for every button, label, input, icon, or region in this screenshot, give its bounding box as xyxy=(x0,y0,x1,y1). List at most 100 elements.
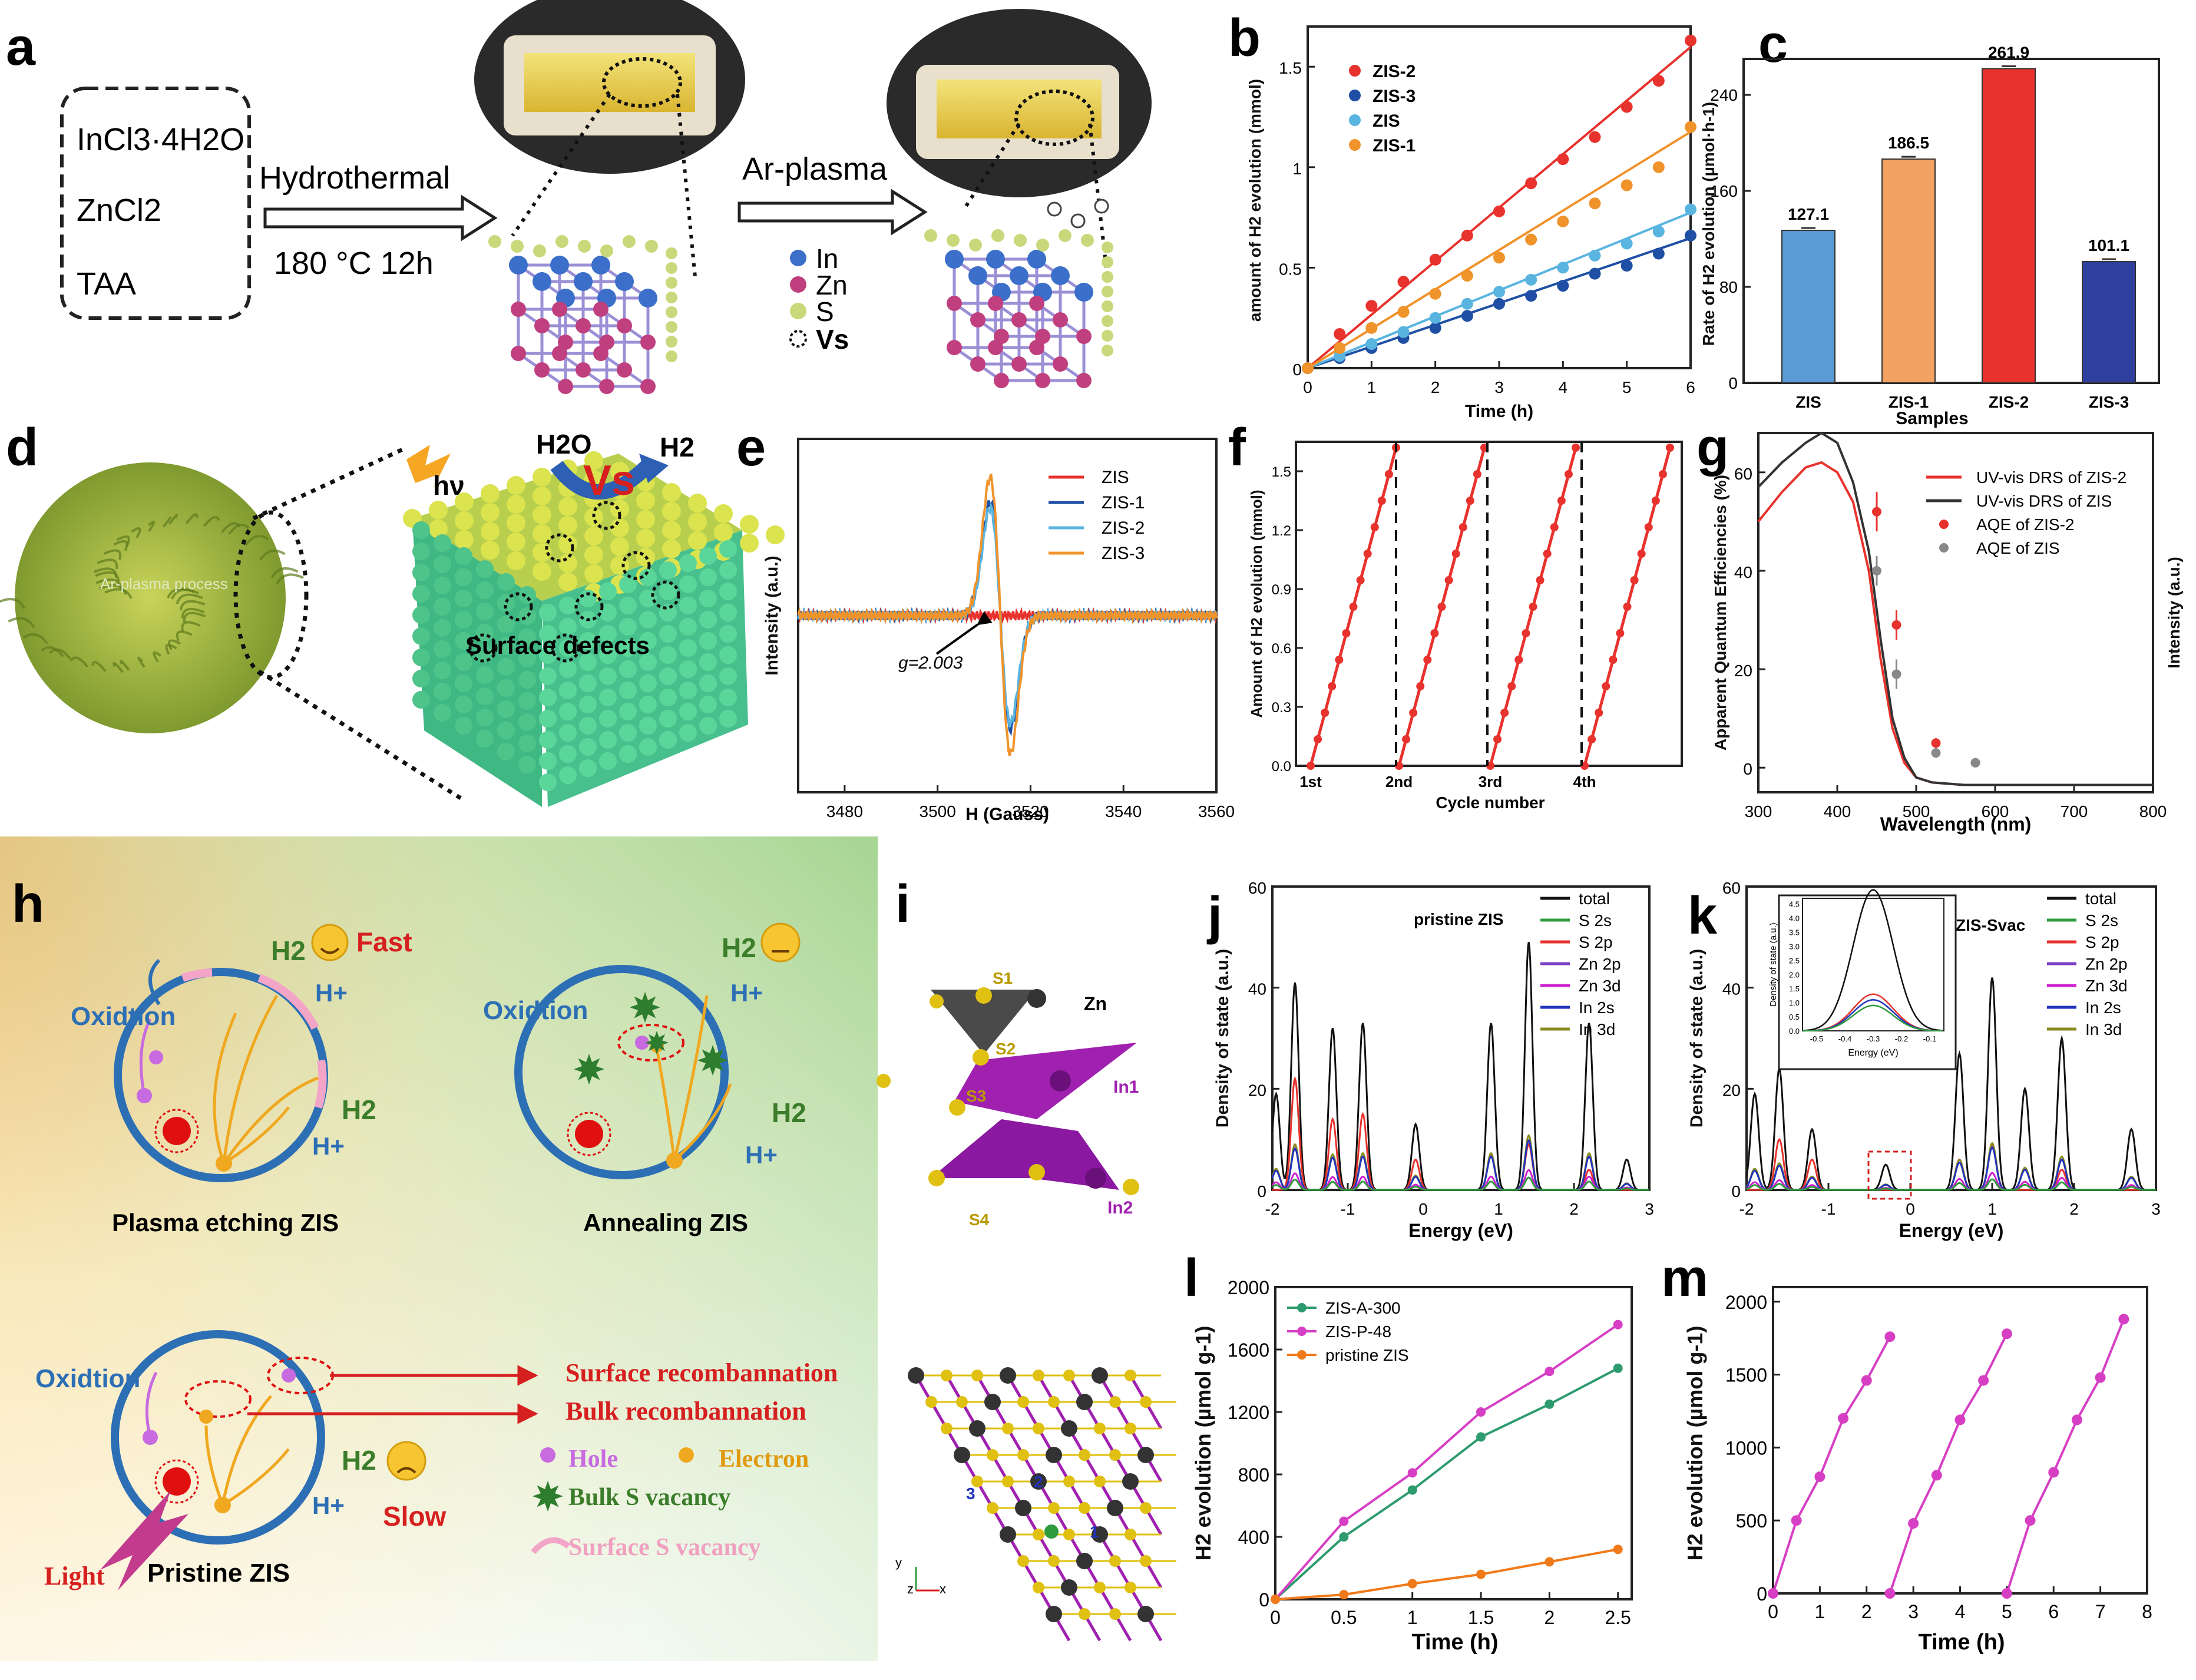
x-tick-label: 0 xyxy=(1303,378,1312,396)
cube-front-atom xyxy=(412,649,430,666)
x-axis-label: Time (h) xyxy=(1465,402,1533,421)
y-tick-label: 1 xyxy=(1292,160,1302,178)
cube-front-atom xyxy=(455,653,472,671)
legend-marker xyxy=(1349,90,1361,101)
cube-side-atom xyxy=(679,660,697,678)
lattice-atom xyxy=(645,240,658,253)
lattice-atom xyxy=(1053,312,1068,328)
cube-side-atom xyxy=(699,653,717,671)
data-point xyxy=(1838,1413,1849,1424)
cube-front-atom xyxy=(497,573,515,591)
y-axis-label: Rate of H2 evolution (µmol·h-1) xyxy=(1699,102,1718,346)
plot-frame xyxy=(1274,1286,1633,1600)
slab-atom xyxy=(1076,1553,1093,1569)
y-tick-label: 1.5 xyxy=(1272,464,1291,480)
spectrum-line xyxy=(1757,431,2153,786)
x-tick-label: -1 xyxy=(1821,1200,1836,1218)
legend-label: ZIS-1 xyxy=(1372,136,1416,156)
cube-side-atom xyxy=(539,731,557,749)
data-point xyxy=(1500,709,1509,717)
legend-zn-dot xyxy=(790,276,806,293)
legend-label: total xyxy=(1579,889,1610,908)
vacancy-site xyxy=(1044,1524,1059,1539)
data-point xyxy=(1589,267,1601,280)
legend-label: Zn 3d xyxy=(1579,977,1621,995)
reaction-arrow-head xyxy=(639,454,669,483)
cube-surface-atom xyxy=(688,494,707,512)
data-point xyxy=(1891,620,1901,630)
y-tick-label: 1.5 xyxy=(1279,59,1302,77)
x-axis-label: Time (h) xyxy=(1918,1630,2005,1655)
panel-letter-h: h xyxy=(12,875,44,934)
cube-side-atom xyxy=(699,696,717,713)
panel-letter-d: d xyxy=(6,418,38,477)
nanosheet xyxy=(93,567,118,578)
data-point xyxy=(1891,669,1901,679)
lattice-atom xyxy=(1102,300,1113,312)
highlight-box xyxy=(1867,1150,1912,1200)
cube-side-atom xyxy=(559,682,577,699)
bar xyxy=(2082,261,2136,383)
slab-atom xyxy=(971,1476,983,1487)
x-tick-label: 3 xyxy=(2151,1200,2161,1218)
inset-y-tick-label: 3.0 xyxy=(1789,942,1800,951)
data-point xyxy=(1397,326,1410,338)
data-point xyxy=(2001,1328,2012,1340)
lattice-atom xyxy=(617,362,632,378)
lattice-atom xyxy=(509,256,528,275)
y-axis-label: Intensity (a.u.) xyxy=(2165,557,2183,669)
lattice-atom xyxy=(640,379,656,394)
data-point xyxy=(1365,300,1378,312)
cube-surface-atom xyxy=(662,540,681,558)
panel-letter-a: a xyxy=(6,18,36,77)
cube-side-atom xyxy=(719,583,737,600)
data-point xyxy=(1545,1557,1555,1567)
legend-label: ZIS-2 xyxy=(1372,62,1416,81)
slab-atom xyxy=(1125,1582,1136,1593)
tray-photo-1 xyxy=(474,0,745,174)
data-point xyxy=(1613,1363,1623,1373)
slab-atom xyxy=(971,1370,983,1381)
data-point xyxy=(1429,287,1441,300)
zoom-line xyxy=(511,93,611,237)
arrow-ar-plasma xyxy=(737,188,928,236)
data-point xyxy=(1613,1319,1623,1330)
legend-marker xyxy=(1297,1303,1307,1312)
slab-atom xyxy=(1017,1555,1029,1567)
x-tick-label: 7 xyxy=(2095,1601,2106,1622)
x-tick-label: 0 xyxy=(1906,1200,1915,1218)
hplus-label-3: H+ xyxy=(730,979,763,1007)
y-tick-label: 1600 xyxy=(1228,1340,1269,1361)
slab-atom xyxy=(1125,1423,1136,1434)
nanosheet xyxy=(171,588,199,600)
cube-front-atom xyxy=(518,713,536,731)
slab-atom xyxy=(1000,1367,1016,1384)
site-label-2: 2 xyxy=(1034,1473,1043,1491)
nanosheet xyxy=(259,549,286,561)
lattice-atom xyxy=(533,272,551,291)
cube-side-atom xyxy=(579,717,597,735)
cube-front-atom xyxy=(434,640,451,658)
y-tick-label: 20 xyxy=(1248,1081,1266,1099)
cube-side-atom xyxy=(719,710,737,727)
lattice-atom xyxy=(1102,345,1113,356)
cube-side-atom xyxy=(599,710,617,727)
data-point xyxy=(1970,758,1980,768)
cube-front-atom xyxy=(455,632,472,650)
data-point xyxy=(1423,656,1432,664)
inset-y-axis-label: Density of state (a.u.) xyxy=(1768,922,1778,1007)
nanosheet xyxy=(70,656,89,668)
x-tick-label: 400 xyxy=(1824,802,1851,821)
cube-surface-atom xyxy=(481,503,500,522)
bulk-vacancy-star xyxy=(533,1481,563,1512)
light-label: Light xyxy=(44,1562,105,1590)
data-point xyxy=(1589,131,1601,143)
vacancy-site xyxy=(545,533,574,563)
lattice-atom xyxy=(511,302,526,317)
bulk-vacancy-legend-icon xyxy=(533,1481,563,1512)
hplus-label-5: H+ xyxy=(312,1492,345,1519)
data-point xyxy=(1525,273,1537,286)
data-point xyxy=(1589,197,1601,210)
cube-front-atom xyxy=(412,627,430,645)
y-tick-label: 20 xyxy=(1722,1081,1741,1099)
